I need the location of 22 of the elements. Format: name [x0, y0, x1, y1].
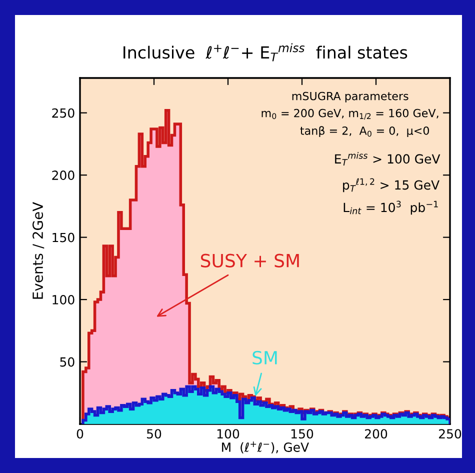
series-label: SM [252, 350, 277, 365]
annotation: E$_{T}$$^{miss}$ > 100 GeV [335, 152, 440, 166]
annotation: mSUGRA parameters [292, 92, 408, 102]
y-axis-title: Events / 2GeV [32, 202, 44, 299]
annotation: m$_{0}$ = 200 GeV, m$_{1/2}$ = 160 GeV, [262, 108, 438, 120]
x-tick-label: 150 [291, 429, 314, 439]
x-tick-label: 100 [217, 429, 240, 439]
x-tick-label: 50 [147, 429, 162, 439]
x-tick-label: 0 [76, 429, 84, 439]
annotation: L$_{int}$ = 10$^{3}$ pb$^{−1}$ [344, 200, 438, 215]
chart-title: Inclusive ℓ$^{+}$ℓ$^{−}$+ E$_{T}$$^{miss}$ final states [124, 43, 408, 62]
annotation: p$_{T}$$^{ℓ1,2}$ > 15 GeV [343, 178, 440, 192]
x-tick-label: 200 [364, 429, 388, 439]
y-tick-label: 100 [52, 295, 74, 304]
y-tick-label: 200 [52, 170, 74, 180]
y-tick-label: 150 [52, 232, 74, 242]
x-axis-title: M (ℓ$^{+}$ℓ$^{−}$), GeV [222, 442, 309, 454]
x-tick-label: 250 [438, 429, 462, 439]
annotation: tanβ = 2, A$_{0}$ = 0, μ<0 [300, 126, 429, 138]
series-label: SUSY + SM [200, 254, 299, 268]
y-tick-label: 250 [52, 108, 74, 118]
y-tick-label: 50 [60, 357, 74, 367]
